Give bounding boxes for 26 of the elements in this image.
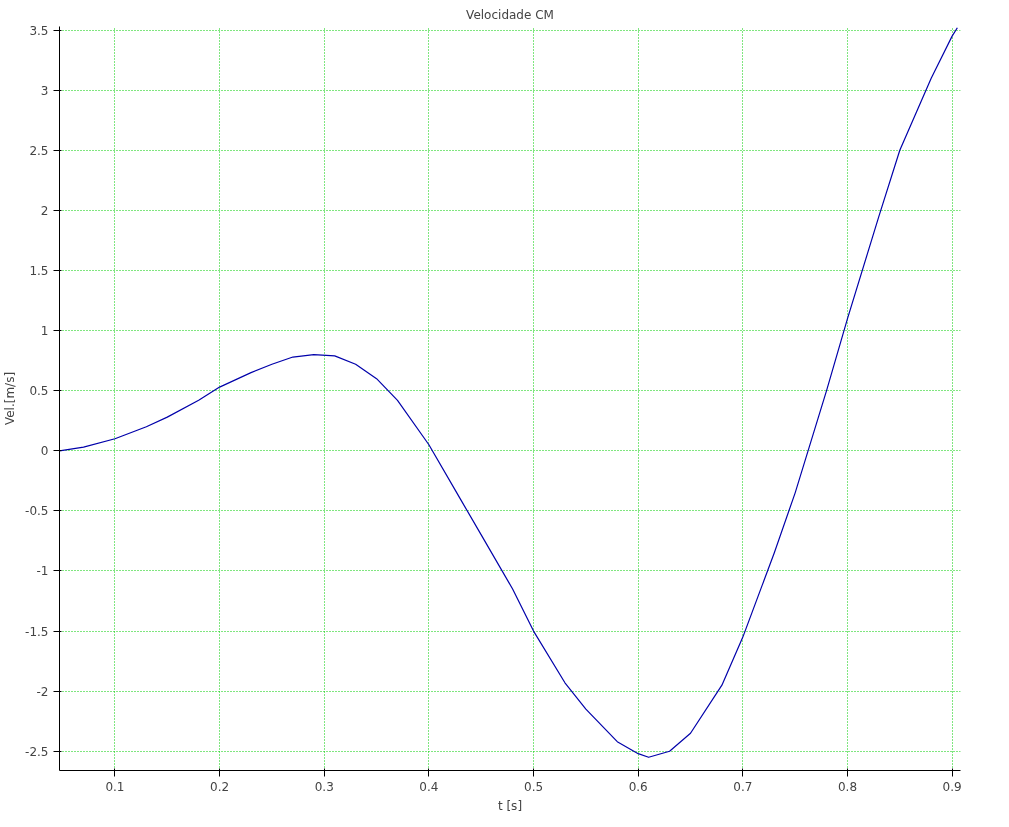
- line-series: [59, 27, 958, 758]
- y-tick-label: 1.5: [29, 263, 49, 278]
- chart-title: Velocidade CM: [466, 7, 554, 22]
- y-tick-label: 3.5: [29, 23, 49, 38]
- y-axis-title: Vel.[m/s]: [3, 371, 18, 426]
- x-tick-label: 0.8: [837, 779, 858, 794]
- y-tick-label: -2: [36, 684, 49, 699]
- y-tick-label: 2: [40, 203, 49, 218]
- y-tick-label: 2.5: [29, 143, 49, 158]
- x-tick-label: 0.4: [419, 779, 439, 794]
- x-tick-label: 0.2: [210, 779, 230, 794]
- y-tick-label: -1.5: [25, 624, 49, 639]
- x-tick-label: 0.9: [942, 779, 962, 794]
- x-tick-label: 0.1: [105, 779, 125, 794]
- x-tick-label: 0.3: [314, 779, 334, 794]
- y-tick-label: 3: [40, 83, 49, 98]
- x-tick-label: 0.5: [524, 779, 544, 794]
- y-tick-label: 0: [40, 444, 49, 459]
- x-tick-label: 0.6: [628, 779, 648, 794]
- x-axis-title: t [s]: [497, 798, 523, 813]
- x-tick-label: 0.7: [733, 779, 753, 794]
- y-tick-label: -1: [36, 564, 49, 579]
- y-tick-label: -2.5: [25, 744, 49, 759]
- y-tick-label: 1: [40, 324, 49, 339]
- y-tick-label: -0.5: [25, 504, 49, 519]
- y-tick-label: 0.5: [29, 384, 49, 399]
